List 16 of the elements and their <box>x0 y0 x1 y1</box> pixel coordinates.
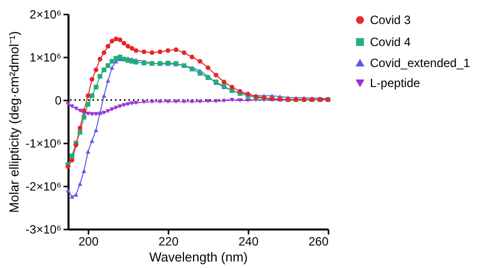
y-tick-label: -2×10⁶ <box>26 180 62 194</box>
y-axis-title: Molar ellipticity (deg·cm²dmol⁻¹) <box>6 31 22 213</box>
legend-label: L-peptide <box>370 76 420 90</box>
legend-label: Covid 3 <box>370 13 412 27</box>
y-tick-label: 0 <box>54 94 62 108</box>
legend-label: Covid 4 <box>370 35 412 49</box>
y-tick-label: -3×10⁶ <box>26 222 62 236</box>
y-tick-label: 1×10⁶ <box>30 50 62 64</box>
legend-label: Covid_extended_1 <box>370 56 470 70</box>
x-tick-label: 200 <box>78 234 99 248</box>
y-tick-label: 2×10⁶ <box>30 8 62 22</box>
x-tick-label: 260 <box>308 234 329 248</box>
x-tick-label: 220 <box>158 234 179 248</box>
x-axis-title: Wavelength (nm) <box>149 250 248 264</box>
x-tick-label: 240 <box>238 234 259 248</box>
y-tick-label: -1×10⁶ <box>26 136 62 150</box>
